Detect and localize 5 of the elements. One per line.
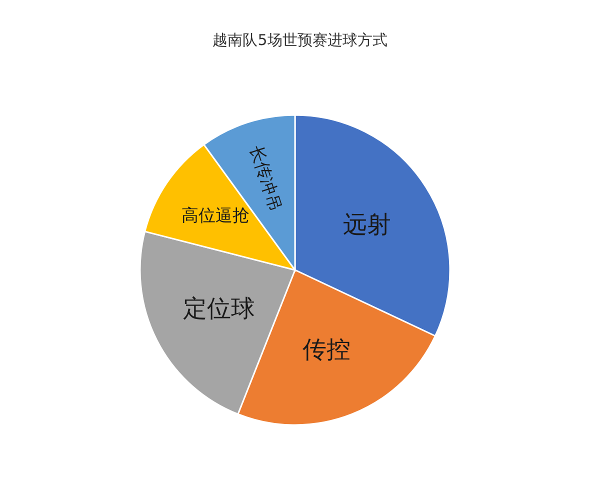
slice-label: 远射 [342,210,391,238]
slice-label: 高位逼抢 [182,206,250,226]
slice-label: 传控 [302,335,350,364]
chart-title: 越南队5场世预赛进球方式 [212,31,388,49]
slice-label: 定位球 [183,294,256,323]
